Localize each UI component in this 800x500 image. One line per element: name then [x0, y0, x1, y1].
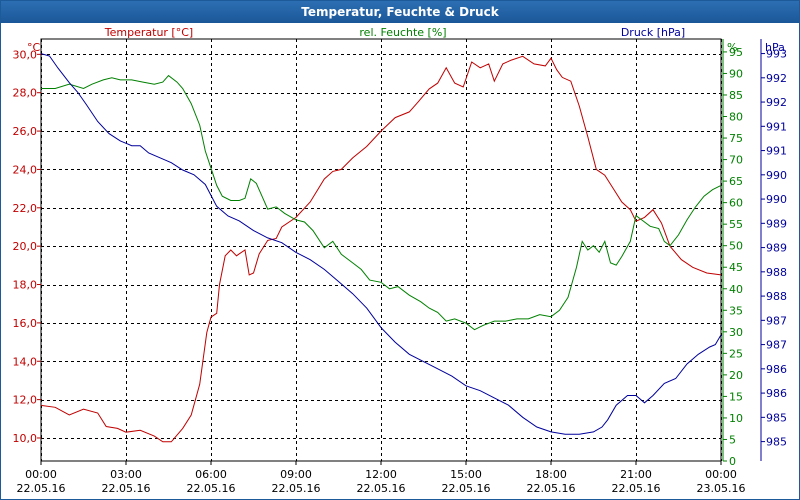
- pressure-tick-label: 989: [766, 217, 787, 230]
- humidity-axis-title: rel. Feuchte [%]: [359, 26, 446, 39]
- pressure-tick-label: 989: [766, 242, 787, 255]
- x-tick-time: 21:00: [620, 468, 652, 481]
- x-tick-date: 22.05.16: [527, 482, 576, 495]
- humidity-tick-label: 85: [729, 89, 743, 102]
- humidity-tick-label: 40: [729, 283, 743, 296]
- pressure-tick-label: 993: [766, 48, 787, 61]
- x-tick-time: 12:00: [365, 468, 397, 481]
- humidity-tick-label: 55: [729, 218, 743, 231]
- temperature-series-line: [40, 55, 722, 443]
- humidity-tick-label: 35: [729, 304, 743, 317]
- x-tick-time: 18:00: [535, 468, 567, 481]
- humidity-tick-label: 70: [729, 154, 743, 167]
- chart-canvas: 10,0 12,0 14,0 16,0 18,0 20,0 22,0 24,0 26,0 28,0…: [13, 26, 788, 495]
- temperature-tick-label: 10,0: [13, 432, 38, 445]
- humidity-tick-label: 65: [729, 175, 743, 188]
- humidity-tick-label: 0: [729, 455, 736, 468]
- x-tick-date: 22.05.16: [357, 482, 406, 495]
- x-tick-date: 23.05.16: [697, 482, 746, 495]
- pressure-tick-label: 988: [766, 290, 787, 303]
- humidity-tick-label: 75: [729, 132, 743, 145]
- humidity-tick-label: 20: [729, 369, 743, 382]
- pressure-unit: hPa: [765, 41, 785, 54]
- temperature-tick-label: 12,0: [13, 394, 38, 407]
- humidity-series-line: [41, 74, 722, 331]
- humidity-tick-label: 5: [729, 433, 736, 446]
- pressure-tick-label: 986: [766, 363, 787, 376]
- humidity-tick-label: 10: [729, 412, 743, 425]
- pressure-tick-label: 992: [766, 96, 787, 109]
- humidity-tick-label: 50: [729, 240, 743, 253]
- pressure-tick-label: 987: [766, 314, 787, 327]
- temperature-tick-label: 24,0: [13, 163, 38, 176]
- temperature-unit: °C: [27, 41, 41, 54]
- pressure-tick-label: 990: [766, 193, 787, 206]
- humidity-unit: %: [727, 41, 737, 54]
- humidity-tick-label: 80: [729, 111, 743, 124]
- x-tick-time: 15:00: [450, 468, 482, 481]
- x-tick-time: 06:00: [195, 468, 227, 481]
- humidity-tick-label: 25: [729, 347, 743, 360]
- x-tick-time: 09:00: [280, 468, 312, 481]
- temperature-tick-label: 14,0: [13, 355, 38, 368]
- x-tick-date: 22.05.16: [102, 482, 151, 495]
- x-tick-date: 22.05.16: [272, 482, 321, 495]
- pressure-tick-label: 985: [766, 436, 787, 449]
- pressure-series-line: [40, 53, 722, 435]
- temperature-tick-label: 20,0: [13, 240, 38, 253]
- temperature-tick-label: 18,0: [13, 279, 38, 292]
- x-tick-date: 22.05.16: [612, 482, 661, 495]
- x-tick-time: 00:00: [25, 468, 57, 481]
- pressure-tick-label: 990: [766, 169, 787, 182]
- temperature-tick-label: 22,0: [13, 202, 38, 215]
- x-tick-time: 00:00: [705, 468, 737, 481]
- pressure-tick-label: 987: [766, 339, 787, 352]
- humidity-tick-label: 15: [729, 390, 743, 403]
- pressure-axis-title: Druck [hPa]: [621, 26, 685, 39]
- humidity-tick-label: 30: [729, 326, 743, 339]
- x-tick-date: 22.05.16: [442, 482, 491, 495]
- temperature-tick-label: 28,0: [13, 87, 38, 100]
- pressure-tick-label: 986: [766, 387, 787, 400]
- x-tick-time: 03:00: [110, 468, 142, 481]
- humidity-tick-label: 45: [729, 261, 743, 274]
- pressure-tick-label: 988: [766, 266, 787, 279]
- pressure-tick-label: 991: [766, 145, 787, 158]
- temperature-axis-title: Temperatur [°C]: [104, 26, 193, 39]
- humidity-tick-label: 60: [729, 197, 743, 210]
- humidity-tick-label: 90: [729, 67, 743, 80]
- temperature-tick-label: 26,0: [13, 125, 38, 138]
- window-title: Temperatur, Feuchte & Druck: [1, 1, 799, 23]
- pressure-tick-label: 991: [766, 120, 787, 133]
- x-tick-date: 22.05.16: [17, 482, 66, 495]
- pressure-tick-label: 985: [766, 411, 787, 424]
- temperature-tick-label: 30,0: [13, 48, 38, 61]
- pressure-tick-label: 992: [766, 72, 787, 85]
- x-tick-date: 22.05.16: [187, 482, 236, 495]
- humidity-tick-label: 95: [729, 46, 743, 59]
- temperature-tick-label: 16,0: [13, 317, 38, 330]
